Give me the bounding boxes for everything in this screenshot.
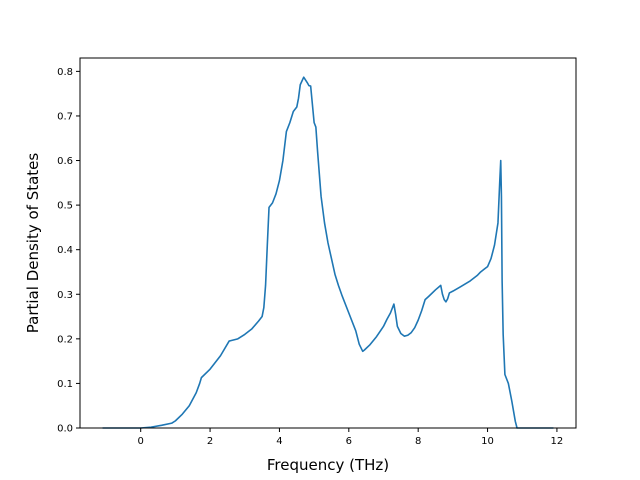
y-tick-label: 0.6 (57, 156, 73, 167)
plot-area (102, 76, 554, 429)
y-tick-label: 0.1 (57, 379, 73, 390)
y-tick-label: 0.8 (57, 67, 73, 78)
y-tick-label: 0.5 (57, 201, 73, 212)
x-axis-ticks: 0 2 4 6 8 10 12 (138, 428, 564, 447)
y-tick-label: 0.0 (57, 424, 73, 435)
y-tick-label: 0.4 (57, 245, 73, 256)
pdos-series-line (102, 76, 554, 429)
axes-frame (79, 57, 577, 429)
y-tick-label: 0.3 (57, 290, 73, 301)
y-tick-label: 0.7 (57, 111, 73, 122)
y-axis-ticks: 0.0 0.1 0.2 0.3 0.4 0.5 0.6 0.7 0.8 (57, 67, 80, 435)
x-tick-label: 10 (481, 436, 494, 447)
x-tick-label: 6 (346, 436, 352, 447)
y-tick-label: 0.2 (57, 334, 73, 345)
x-axis-label: Frequency (THz) (267, 456, 389, 474)
x-tick-label: 2 (207, 436, 213, 447)
y-axis-label: Partial Density of States (24, 153, 42, 334)
x-tick-label: 4 (276, 436, 282, 447)
x-tick-label: 8 (415, 436, 421, 447)
x-tick-label: 0 (138, 436, 144, 447)
x-tick-label: 12 (551, 436, 564, 447)
